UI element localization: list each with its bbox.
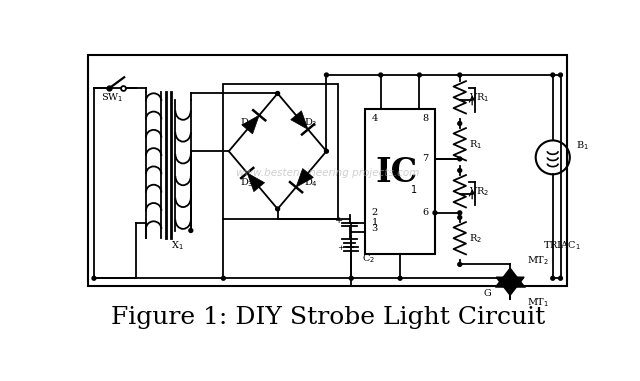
Text: D$_3$: D$_3$ xyxy=(240,176,253,189)
Text: IC: IC xyxy=(375,155,417,189)
Polygon shape xyxy=(296,168,314,187)
Text: C$_2$: C$_2$ xyxy=(362,253,375,266)
Text: +: + xyxy=(335,216,343,225)
Circle shape xyxy=(324,73,328,77)
Text: 1: 1 xyxy=(371,218,378,227)
Text: R$_2$: R$_2$ xyxy=(469,232,482,245)
Text: Figure 1: DIY Strobe Light Circuit: Figure 1: DIY Strobe Light Circuit xyxy=(111,306,545,329)
Circle shape xyxy=(458,216,461,219)
Circle shape xyxy=(349,276,353,280)
Bar xyxy=(365,109,435,254)
Text: D$_1$: D$_1$ xyxy=(240,116,253,129)
Text: R$_1$: R$_1$ xyxy=(469,139,482,152)
Text: www.bestengineering projects.com: www.bestengineering projects.com xyxy=(236,168,420,178)
Circle shape xyxy=(458,157,461,161)
Text: C$_1$: C$_1$ xyxy=(364,216,377,229)
Circle shape xyxy=(433,211,437,215)
Circle shape xyxy=(276,91,280,95)
Polygon shape xyxy=(291,111,308,130)
Circle shape xyxy=(559,276,563,280)
Circle shape xyxy=(417,73,421,77)
Circle shape xyxy=(559,73,563,77)
Circle shape xyxy=(189,229,193,232)
Text: 4: 4 xyxy=(371,114,378,123)
Text: 3: 3 xyxy=(371,224,378,233)
Text: +: + xyxy=(337,244,344,252)
Text: B$_1$: B$_1$ xyxy=(576,139,589,152)
Circle shape xyxy=(398,276,402,280)
Polygon shape xyxy=(247,173,264,192)
Text: MT$_1$: MT$_1$ xyxy=(527,296,549,309)
Circle shape xyxy=(458,73,461,77)
Text: VR$_2$: VR$_2$ xyxy=(469,186,489,199)
Polygon shape xyxy=(496,277,524,295)
Circle shape xyxy=(458,168,461,172)
Polygon shape xyxy=(242,115,259,134)
Text: MT$_2$: MT$_2$ xyxy=(527,254,549,267)
Bar xyxy=(88,55,566,286)
Text: G: G xyxy=(483,289,491,298)
Text: 7: 7 xyxy=(422,154,429,163)
Text: $_1$: $_1$ xyxy=(410,182,418,196)
Text: VR$_1$: VR$_1$ xyxy=(469,92,489,104)
Circle shape xyxy=(221,276,225,280)
Circle shape xyxy=(508,276,512,280)
Text: 6: 6 xyxy=(422,208,429,217)
Polygon shape xyxy=(496,268,524,286)
Circle shape xyxy=(324,149,328,153)
Circle shape xyxy=(551,276,555,280)
Circle shape xyxy=(276,207,280,211)
Circle shape xyxy=(458,122,461,125)
Circle shape xyxy=(379,73,383,77)
Text: TRIAC$_1$: TRIAC$_1$ xyxy=(543,239,581,251)
Text: 8: 8 xyxy=(422,114,429,123)
Circle shape xyxy=(551,73,555,77)
Circle shape xyxy=(458,263,461,266)
Text: SW$_1$: SW$_1$ xyxy=(101,92,124,104)
Circle shape xyxy=(92,276,96,280)
Text: D$_2$: D$_2$ xyxy=(304,116,317,129)
Text: 2: 2 xyxy=(371,208,378,217)
Bar xyxy=(223,84,338,219)
Circle shape xyxy=(458,211,461,215)
Text: X$_1$: X$_1$ xyxy=(170,240,183,252)
Text: D$_4$: D$_4$ xyxy=(304,176,318,189)
